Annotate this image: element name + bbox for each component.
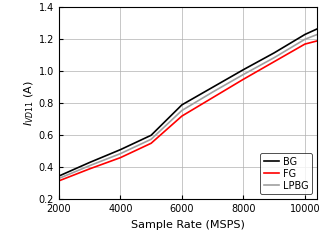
- LPBG: [272, 56, 276, 59]
- FG: [88, 167, 92, 170]
- BG: [88, 161, 92, 164]
- Line: LPBG: LPBG: [59, 35, 317, 178]
- FG: [57, 179, 61, 182]
- X-axis label: Sample Rate (MSPS): Sample Rate (MSPS): [131, 220, 245, 230]
- Line: BG: BG: [59, 29, 317, 176]
- FG: [149, 142, 153, 145]
- BG: [57, 175, 61, 178]
- FG: [211, 96, 215, 99]
- BG: [241, 68, 245, 71]
- Legend: BG, FG, LPBG: BG, FG, LPBG: [260, 153, 312, 194]
- LPBG: [57, 177, 61, 180]
- LPBG: [149, 138, 153, 141]
- LPBG: [211, 91, 215, 94]
- FG: [315, 39, 319, 42]
- BG: [303, 33, 307, 36]
- BG: [118, 148, 122, 151]
- Y-axis label: $I_{VD11}$ (A): $I_{VD11}$ (A): [22, 80, 36, 126]
- LPBG: [88, 164, 92, 167]
- LPBG: [303, 38, 307, 41]
- FG: [241, 78, 245, 81]
- LPBG: [241, 73, 245, 76]
- BG: [272, 52, 276, 54]
- LPBG: [315, 33, 319, 36]
- BG: [315, 27, 319, 30]
- LPBG: [118, 152, 122, 155]
- FG: [118, 156, 122, 159]
- BG: [211, 86, 215, 89]
- FG: [303, 43, 307, 45]
- FG: [180, 115, 184, 118]
- LPBG: [180, 109, 184, 112]
- BG: [149, 134, 153, 137]
- Line: FG: FG: [59, 41, 317, 181]
- FG: [272, 60, 276, 63]
- BG: [180, 104, 184, 106]
